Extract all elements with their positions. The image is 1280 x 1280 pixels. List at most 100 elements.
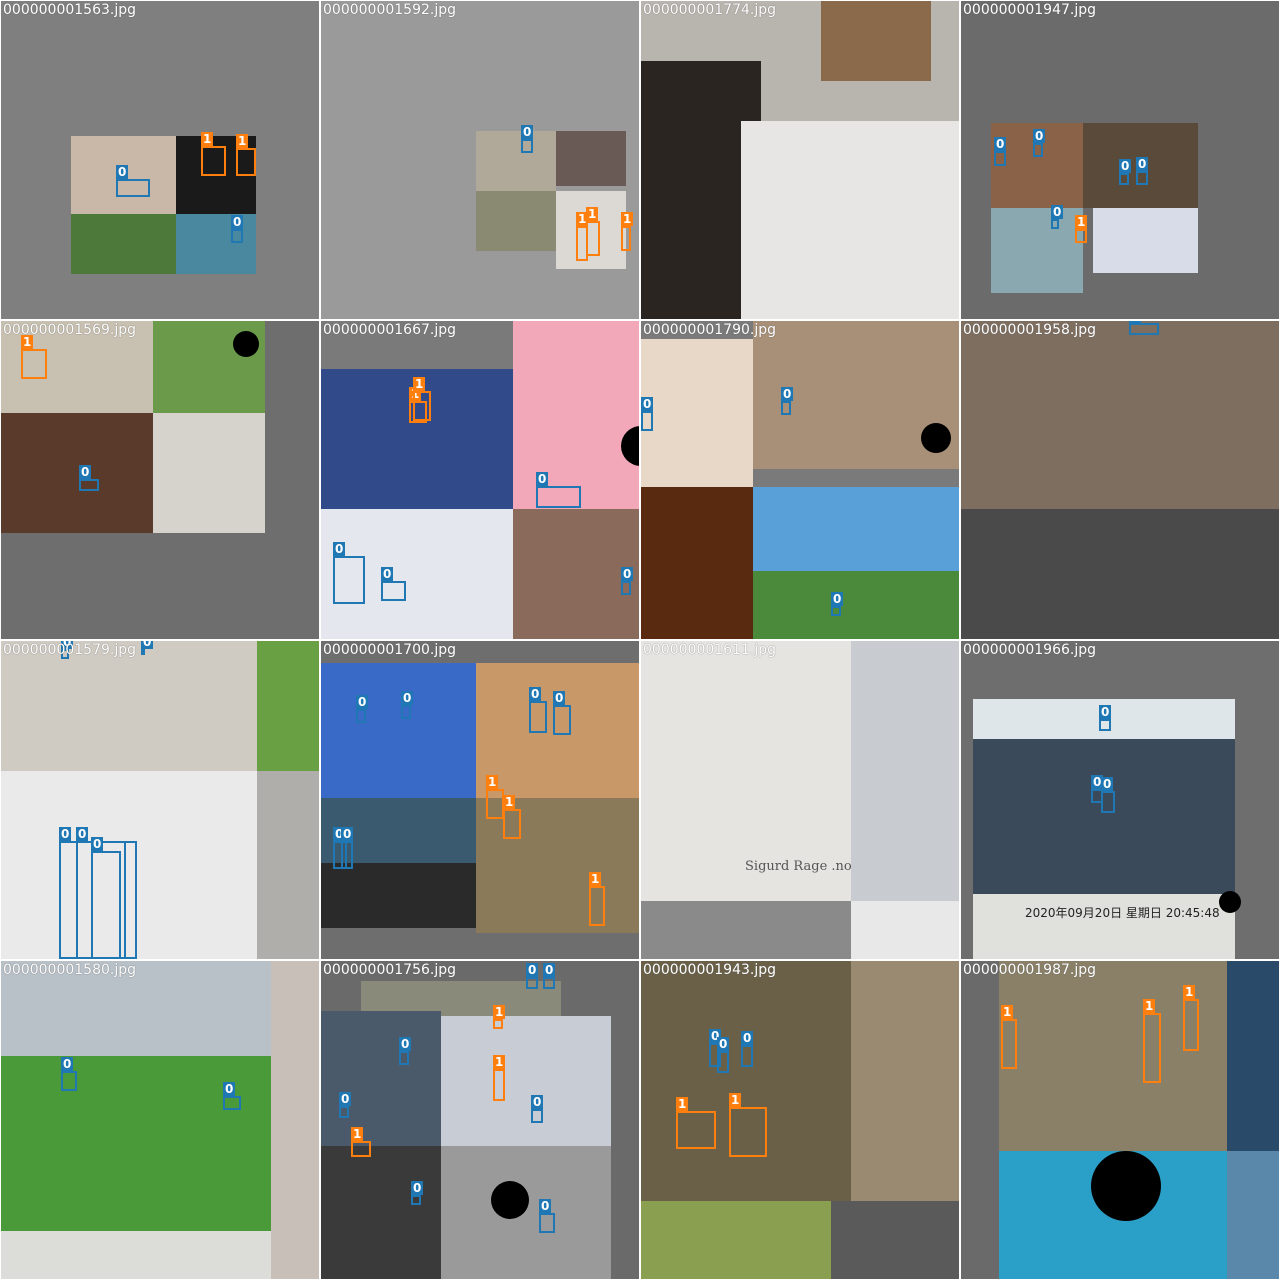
bounding-box: 1 xyxy=(493,1005,506,1029)
bbox-class-label: 0 xyxy=(381,567,394,581)
bounding-box: 1 xyxy=(351,1127,371,1157)
image-patch xyxy=(441,1146,611,1279)
bbox-class-label: 0 xyxy=(536,472,549,486)
bbox-class-label: 1 xyxy=(486,775,499,789)
bounding-box: 1 xyxy=(413,377,431,421)
bbox-class-label: 0 xyxy=(621,567,634,581)
image-patch xyxy=(1227,961,1279,1151)
bbox-class-label: 0 xyxy=(741,1031,754,1045)
bbox-class-label: 0 xyxy=(994,137,1007,151)
tile-filename: 000000001958.jpg xyxy=(963,322,1096,338)
bounding-box: 0 xyxy=(1136,157,1149,185)
image-patch xyxy=(513,321,639,509)
bbox-class-label: 1 xyxy=(576,212,589,226)
bbox-class-label: 0 xyxy=(641,397,654,411)
bbox-class-label: 1 xyxy=(1075,215,1088,229)
watermark-text: Sigurd Rage .no xyxy=(745,859,852,874)
bbox-class-label: 0 xyxy=(356,695,369,709)
bounding-box: 0 xyxy=(831,592,844,616)
bounding-box: 0 xyxy=(116,165,150,197)
image-patch xyxy=(821,1,931,81)
tile-filename: 000000001579.jpg xyxy=(3,642,136,658)
bbox-class-label: 0 xyxy=(531,1095,544,1109)
bbox-class-label: 0 xyxy=(231,215,244,229)
mosaic-tile: 1 1 1 000000001987.jpg xyxy=(961,961,1279,1279)
bounding-box: 1 xyxy=(1183,985,1199,1051)
bounding-box: 1 xyxy=(1075,215,1088,243)
image-patch xyxy=(641,1201,831,1279)
bbox-class-label: 0 xyxy=(341,827,354,841)
bounding-box: 0 xyxy=(401,691,414,719)
bbox-class-label: 0 xyxy=(543,963,556,977)
bounding-box: 0 xyxy=(531,1095,544,1123)
bbox-class-label: 0 xyxy=(1136,157,1149,171)
bbox-class-label: 0 xyxy=(61,641,74,649)
bounding-box: 1 xyxy=(729,1093,767,1157)
bbox-class-label: 1 xyxy=(676,1097,689,1111)
bounding-box: 0 xyxy=(529,687,547,733)
tile-filename: 000000001774.jpg xyxy=(643,2,776,18)
bounding-box: 0 xyxy=(741,1031,754,1067)
image-patch xyxy=(257,771,319,959)
bounding-box: 0 xyxy=(79,465,99,491)
image-patch xyxy=(753,571,959,639)
bounding-box: 1 xyxy=(1143,999,1161,1083)
bbox-class-label: 0 xyxy=(91,837,104,851)
bbox-class-label: 1 xyxy=(1183,985,1196,999)
bbox-class-label: 0 xyxy=(526,963,539,977)
bounding-box: 0 xyxy=(553,691,571,735)
image-patch xyxy=(961,321,1279,509)
image-patch xyxy=(556,131,626,186)
bounding-box: 1 xyxy=(493,1055,506,1101)
bounding-box: 0 xyxy=(1119,159,1132,185)
bounding-box: 0 xyxy=(641,397,654,431)
bbox-class-label: 0 xyxy=(1051,205,1064,219)
occlusion-disc xyxy=(491,1181,529,1219)
bbox-class-label: 1 xyxy=(729,1093,742,1107)
image-patch xyxy=(271,961,319,1279)
bounding-box: 1 xyxy=(21,335,47,379)
image-patch xyxy=(321,1146,441,1279)
bounding-box: 0 xyxy=(1101,777,1115,813)
tile-filename: 000000001987.jpg xyxy=(963,962,1096,978)
image-patch xyxy=(476,663,639,798)
bounding-box: 0 xyxy=(399,1037,412,1065)
bbox-class-label: 1 xyxy=(589,872,602,886)
mosaic-tile: 0 0 0 0 1 1 0 1 0 0 000000001756.jpg xyxy=(321,961,639,1279)
tile-filename: 000000001580.jpg xyxy=(3,962,136,978)
image-patch xyxy=(513,509,639,639)
image-patch xyxy=(176,214,256,274)
bounding-box: 0 xyxy=(994,137,1007,166)
bounding-box: 0 xyxy=(1051,205,1064,229)
image-patch xyxy=(1227,1151,1279,1279)
bounding-box: 0 xyxy=(61,641,74,659)
image-patch xyxy=(831,1201,959,1279)
bounding-box: 0 xyxy=(621,567,634,595)
mosaic-tile: 000000001611.jpg Sigurd Rage .no xyxy=(641,641,959,959)
bbox-class-label: 0 xyxy=(1101,777,1114,791)
bbox-class-label: 0 xyxy=(539,1199,552,1213)
image-patch xyxy=(257,641,319,771)
image-patch xyxy=(1,413,153,533)
mosaic-tile: 0 000000001958.jpg xyxy=(961,321,1279,639)
image-patch xyxy=(641,487,753,639)
bounding-box: 0 xyxy=(781,387,794,415)
image-patch xyxy=(851,641,959,901)
bbox-class-label: 0 xyxy=(59,827,72,841)
bounding-box: 1 xyxy=(503,795,521,839)
bounding-box: 0 xyxy=(1033,129,1046,157)
tile-filename: 000000001667.jpg xyxy=(323,322,456,338)
mosaic-tile: 1 0 000000001569.jpg xyxy=(1,321,319,639)
bounding-box: 0 xyxy=(543,963,556,989)
image-patch xyxy=(851,901,959,959)
bbox-class-label: 1 xyxy=(413,377,426,391)
bbox-class-label: 0 xyxy=(399,1037,412,1051)
tile-filename: 000000001790.jpg xyxy=(643,322,776,338)
image-patch xyxy=(441,1016,611,1151)
bbox-class-label: 0 xyxy=(1129,321,1142,323)
bbox-class-label: 0 xyxy=(529,687,542,701)
occlusion-disc xyxy=(1091,1151,1161,1221)
bbox-class-label: 0 xyxy=(76,827,89,841)
bbox-class-label: 1 xyxy=(21,335,34,349)
tile-filename: 000000001569.jpg xyxy=(3,322,136,338)
